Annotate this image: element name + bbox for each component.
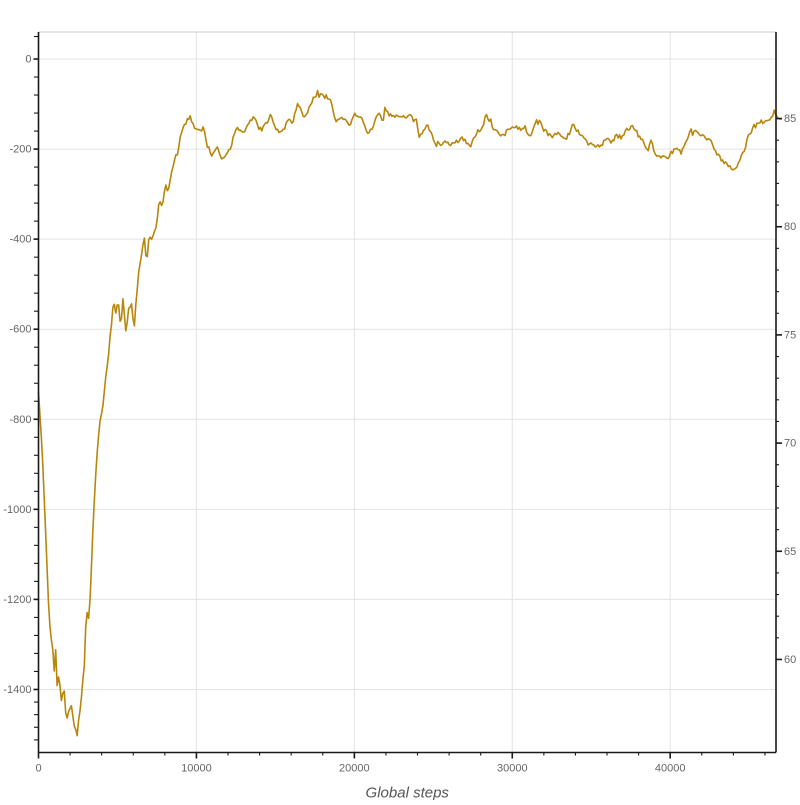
svg-text:-1400: -1400 <box>3 684 31 696</box>
svg-text:70: 70 <box>784 438 796 450</box>
svg-text:80: 80 <box>784 221 796 233</box>
svg-text:75: 75 <box>784 329 796 341</box>
svg-text:30000: 30000 <box>497 763 528 775</box>
svg-text:-200: -200 <box>9 144 31 156</box>
svg-text:-1000: -1000 <box>3 504 31 516</box>
svg-text:-400: -400 <box>9 234 31 246</box>
svg-text:60: 60 <box>784 654 796 666</box>
svg-text:20000: 20000 <box>339 763 370 775</box>
svg-text:85: 85 <box>784 113 796 125</box>
svg-text:65: 65 <box>784 546 796 558</box>
svg-text:-1200: -1200 <box>3 594 31 606</box>
svg-text:-800: -800 <box>9 414 31 426</box>
svg-text:0: 0 <box>35 763 41 775</box>
svg-text:-600: -600 <box>9 324 31 336</box>
svg-text:10000: 10000 <box>181 763 212 775</box>
svg-text:Global steps: Global steps <box>366 785 450 801</box>
svg-text:40000: 40000 <box>655 763 686 775</box>
svg-text:0: 0 <box>25 54 31 66</box>
